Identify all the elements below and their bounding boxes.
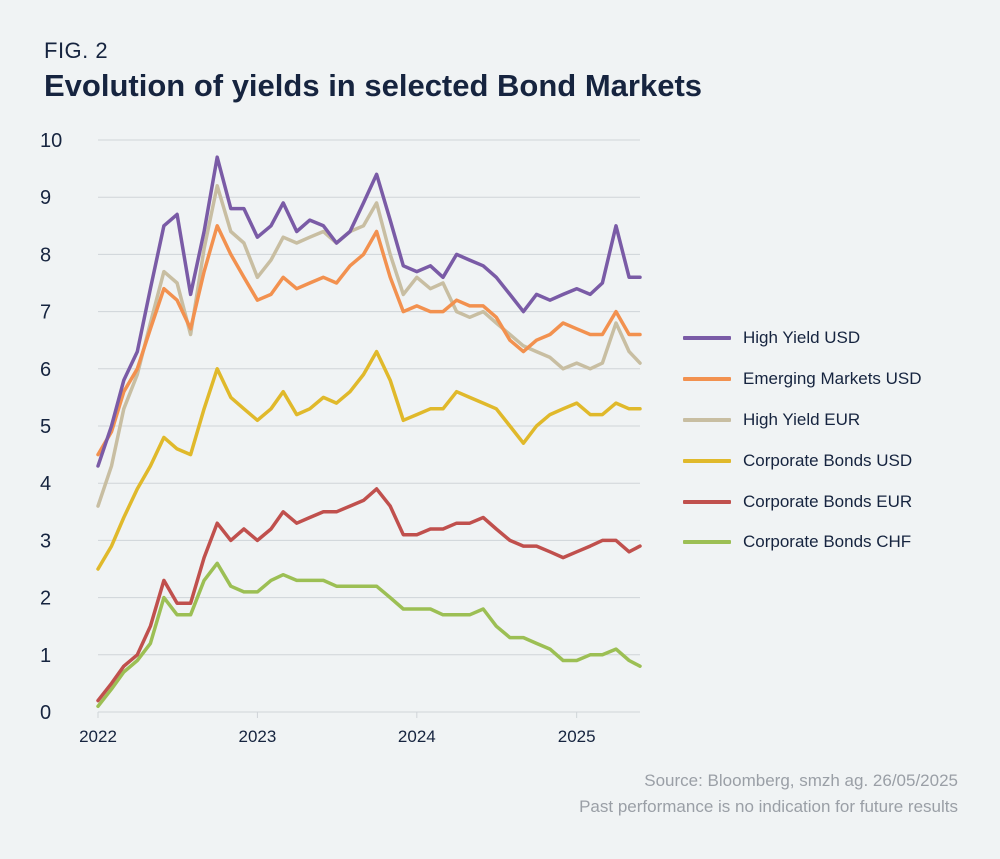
y-tick-label: 2	[40, 588, 51, 610]
y-tick-label: 7	[40, 302, 51, 324]
legend-item-corporate-bonds-usd: Corporate Bonds USD	[683, 440, 922, 481]
x-tick-label: 2022	[79, 727, 117, 746]
legend-swatch	[683, 336, 731, 341]
legend-swatch	[683, 417, 731, 422]
y-tick-label: 4	[40, 473, 51, 495]
legend-label: Corporate Bonds CHF	[743, 532, 912, 552]
legend-item-high-yield-eur: High Yield EUR	[683, 400, 922, 441]
series-lines	[96, 155, 642, 709]
x-tick-label: 2025	[558, 727, 596, 746]
legend-item-high-yield-usd: High Yield USD	[683, 318, 922, 359]
y-tick-label: 8	[40, 244, 51, 266]
series-line-high-yield-usd	[96, 155, 642, 468]
legend-item-corporate-bonds-eur: Corporate Bonds EUR	[683, 481, 922, 522]
legend-label: Corporate Bonds USD	[743, 450, 913, 470]
series-line-corporate-bonds-chf	[96, 561, 642, 709]
series-line-corporate-bonds-eur	[96, 487, 642, 703]
chart-title: Evolution of yields in selected Bond Mar…	[44, 68, 703, 103]
disclaimer-line: Past performance is no indication for fu…	[579, 797, 958, 816]
legend-item-emerging-markets-usd: Emerging Markets USD	[683, 359, 922, 400]
source-line: Source: Bloomberg, smzh ag. 26/05/2025	[644, 771, 958, 790]
y-tick-label: 5	[40, 416, 51, 438]
series-line-corporate-bonds-usd	[96, 349, 642, 571]
legend-label: High Yield EUR	[743, 409, 861, 429]
legend-item-corporate-bonds-chf: Corporate Bonds CHF	[683, 522, 922, 563]
y-axis-ticks: 0 1 2 3 4 5 6 7 8 9 10	[40, 130, 62, 724]
legend-swatch	[683, 458, 731, 463]
y-tick-label: 0	[40, 702, 51, 724]
figure-label: FIG. 2	[44, 38, 109, 63]
x-axis-ticks: 2022 2023 2024 2025	[79, 712, 596, 746]
legend-swatch	[683, 540, 731, 545]
legend: High Yield USD Emerging Markets USD High…	[683, 318, 922, 563]
x-tick-label: 2023	[238, 727, 276, 746]
y-tick-label: 10	[40, 130, 62, 152]
legend-swatch	[683, 377, 731, 382]
y-tick-label: 6	[40, 359, 51, 381]
legend-label: High Yield USD	[743, 328, 861, 348]
y-tick-label: 3	[40, 530, 51, 552]
x-tick-label: 2024	[398, 727, 436, 746]
y-tick-label: 9	[40, 187, 51, 209]
legend-label: Emerging Markets USD	[743, 369, 922, 389]
y-tick-label: 1	[40, 645, 51, 667]
series-line-emerging-markets-usd	[96, 224, 642, 457]
legend-label: Corporate Bonds EUR	[743, 491, 913, 511]
legend-swatch	[683, 499, 731, 504]
source-note: Source: Bloomberg, smzh ag. 26/05/2025 P…	[579, 768, 958, 820]
grid-lines	[98, 139, 640, 713]
